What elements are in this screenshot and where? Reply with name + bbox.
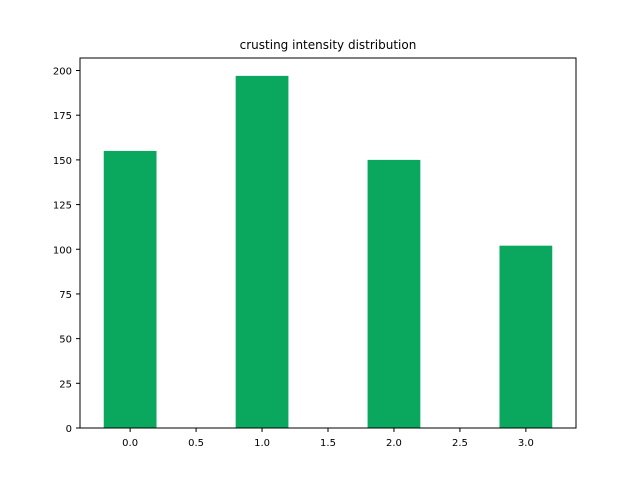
- y-tick-label: 0: [66, 424, 72, 435]
- x-tick-label: 2.5: [452, 438, 468, 449]
- bar-2: [367, 159, 421, 428]
- y-tick-label: 100: [53, 245, 72, 256]
- y-tick-label: 125: [53, 201, 72, 212]
- x-tick-label: 1.5: [320, 438, 336, 449]
- y-tick-label: 175: [53, 111, 72, 122]
- x-tick-label: 0.5: [188, 438, 204, 449]
- y-tick-label: 150: [53, 156, 72, 167]
- plot-frame: [79, 57, 577, 429]
- y-tick-label: 200: [53, 67, 72, 78]
- y-tick-label: 75: [59, 290, 72, 301]
- x-tick-label: 3.0: [518, 438, 534, 449]
- chart-title: crusting intensity distribution: [240, 38, 417, 52]
- x-tick-label: 1.0: [254, 438, 270, 449]
- x-tick-label: 2.0: [386, 438, 402, 449]
- y-tick-label: 25: [59, 379, 72, 390]
- x-tick-label: 0.0: [122, 438, 138, 449]
- bar-3: [499, 245, 553, 428]
- bar-1: [235, 75, 289, 429]
- x-axis-ticks: 0.0 0.5 1.0 1.5 2.0 2.5 3.0: [122, 428, 534, 449]
- bar-0: [103, 150, 157, 428]
- bars-group: [103, 75, 553, 429]
- y-tick-label: 50: [59, 335, 72, 346]
- y-axis-ticks: 0 25 50 75 100 125 150 175 200: [53, 67, 80, 435]
